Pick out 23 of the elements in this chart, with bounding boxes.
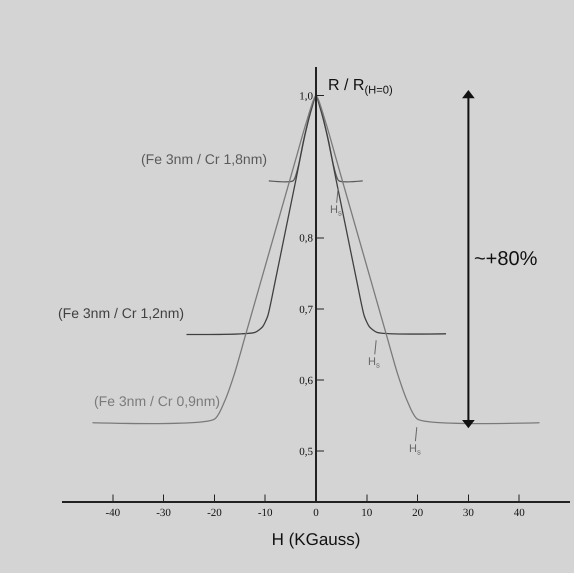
- x-tick-label: -20: [207, 506, 222, 519]
- annotation: H$_{s}$: [368, 356, 380, 370]
- series-label: (Fe 3nm / Cr 1,8nm): [141, 151, 268, 167]
- y-tick-label: 0,8: [299, 232, 314, 245]
- y-tick-label: 0,5: [299, 446, 314, 458]
- x-tick-label: 20: [412, 506, 424, 519]
- annotation: ~+80%: [474, 248, 538, 270]
- x-tick-label: -10: [258, 506, 274, 519]
- x-tick-label: -30: [156, 506, 172, 519]
- y-tick-label: 0,7: [299, 304, 314, 316]
- series-label: (Fe 3nm / Cr 1,2nm): [58, 305, 184, 321]
- y-tick-label: 0,6: [299, 374, 314, 387]
- x-tick-label: 40: [514, 506, 526, 519]
- x-tick-label: 10: [361, 506, 373, 519]
- annotation: H$_{s}$: [409, 443, 421, 456]
- x-tick-label: 30: [462, 506, 474, 519]
- annotation: H$_{s}$: [330, 204, 342, 218]
- y-tick-label: 1,0: [299, 90, 314, 102]
- x-tick-label: -40: [105, 506, 121, 519]
- x-axis-title: H (KGauss): [272, 530, 360, 549]
- series-label: (Fe 3nm / Cr 0,9nm): [94, 393, 220, 409]
- x-tick-label: 0: [313, 506, 320, 519]
- y-axis-title: R / R$_{(H=0)}$: [328, 77, 394, 96]
